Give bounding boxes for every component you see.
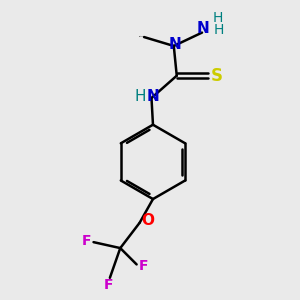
Text: S: S xyxy=(210,67,222,85)
Text: N: N xyxy=(197,21,210,36)
Text: H: H xyxy=(134,89,146,104)
Text: N: N xyxy=(169,37,182,52)
Text: F: F xyxy=(82,234,92,248)
Text: O: O xyxy=(141,213,154,228)
Text: F: F xyxy=(103,278,113,292)
Text: N: N xyxy=(147,89,159,104)
Text: F: F xyxy=(138,259,148,273)
Text: H: H xyxy=(214,22,224,37)
Text: H: H xyxy=(212,11,223,25)
Text: methyl: methyl xyxy=(139,36,143,37)
